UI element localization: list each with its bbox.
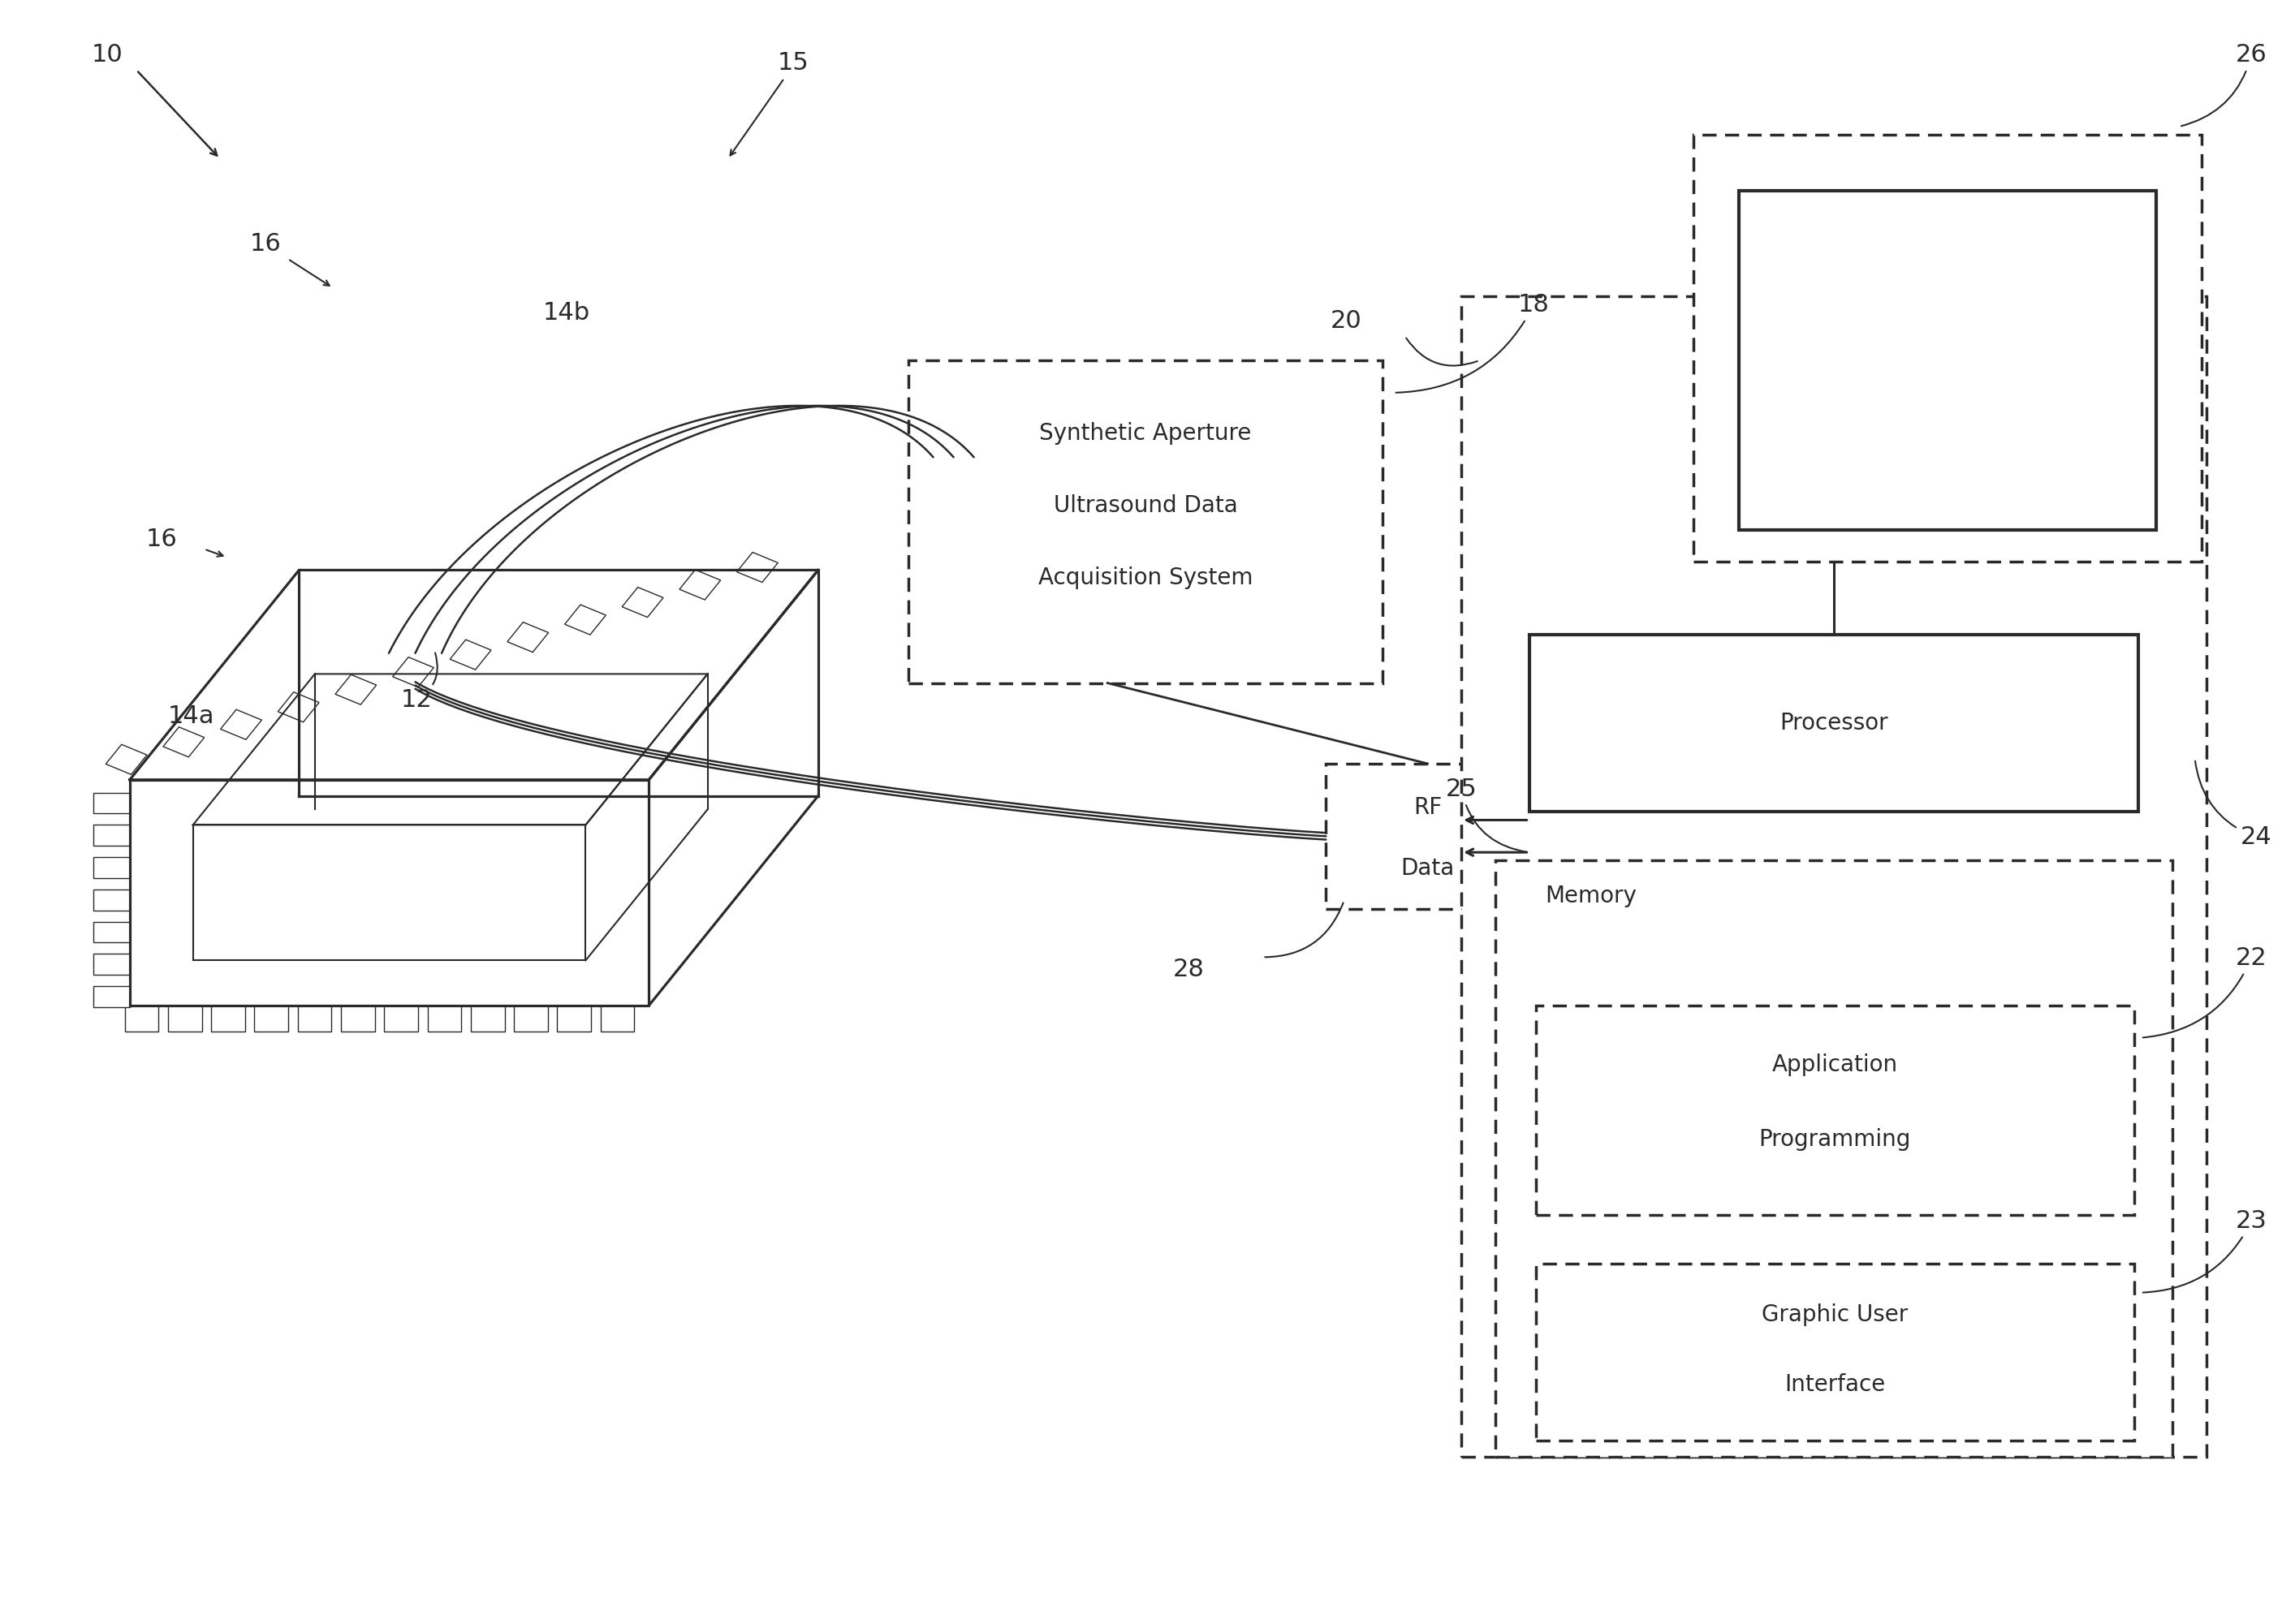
Bar [470, 1005, 504, 1031]
FancyBboxPatch shape [1326, 763, 1529, 909]
Bar [600, 1005, 634, 1031]
Bar [256, 1005, 288, 1031]
Bar [393, 658, 434, 687]
Bar [169, 1005, 201, 1031]
Text: Memory: Memory [1545, 885, 1636, 908]
Text: Application: Application [1771, 1054, 1899, 1077]
Bar [335, 674, 377, 705]
FancyBboxPatch shape [1529, 635, 2138, 812]
Bar [427, 1005, 461, 1031]
Text: 10: 10 [91, 44, 123, 67]
Text: 28: 28 [1173, 958, 1205, 981]
Text: 22: 22 [2143, 947, 2266, 1038]
FancyBboxPatch shape [1536, 1263, 2134, 1440]
Bar [212, 1005, 244, 1031]
Text: 24: 24 [2195, 762, 2271, 849]
Bar [94, 890, 130, 911]
Bar [94, 953, 130, 974]
FancyBboxPatch shape [1693, 135, 2202, 562]
Text: 26: 26 [2182, 44, 2266, 127]
Bar [278, 692, 319, 723]
Text: 23: 23 [2143, 1210, 2266, 1293]
Text: Graphic User: Graphic User [1762, 1304, 1908, 1327]
Bar [94, 986, 130, 1007]
Text: 16: 16 [146, 528, 178, 551]
FancyBboxPatch shape [1739, 192, 2156, 529]
Bar [737, 552, 778, 583]
Text: Processor: Processor [1780, 711, 1887, 734]
Text: RF: RF [1413, 796, 1442, 818]
Bar [105, 744, 146, 775]
Text: 15: 15 [778, 52, 810, 75]
Bar [623, 588, 664, 617]
Text: 18: 18 [1397, 294, 1549, 393]
Bar [94, 922, 130, 942]
Bar [507, 622, 548, 653]
Bar [94, 825, 130, 846]
Text: 12: 12 [402, 653, 438, 711]
Text: 14a: 14a [169, 705, 215, 728]
Text: 16: 16 [249, 232, 281, 255]
Text: Programming: Programming [1759, 1129, 1910, 1151]
Bar [221, 710, 262, 739]
Bar [94, 857, 130, 879]
Text: Acquisition System: Acquisition System [1038, 567, 1253, 590]
Bar [564, 604, 607, 635]
Bar [297, 1005, 331, 1031]
Bar [513, 1005, 548, 1031]
Text: Interface: Interface [1785, 1374, 1885, 1397]
FancyBboxPatch shape [1495, 861, 2172, 1457]
Text: 20: 20 [1330, 310, 1362, 333]
Text: Data: Data [1401, 857, 1454, 880]
Bar [94, 793, 130, 814]
Text: 25: 25 [1445, 778, 1527, 853]
Bar [557, 1005, 591, 1031]
Bar [340, 1005, 374, 1031]
Bar [680, 570, 721, 599]
Bar [450, 640, 491, 669]
Text: 14b: 14b [543, 302, 591, 325]
Text: Synthetic Aperture: Synthetic Aperture [1038, 422, 1251, 445]
Bar [162, 728, 205, 757]
FancyBboxPatch shape [1460, 296, 2207, 1457]
Bar [126, 1005, 157, 1031]
Text: Ultrasound Data: Ultrasound Data [1054, 494, 1237, 516]
FancyBboxPatch shape [1536, 1005, 2134, 1215]
Bar [383, 1005, 418, 1031]
FancyBboxPatch shape [908, 361, 1383, 684]
